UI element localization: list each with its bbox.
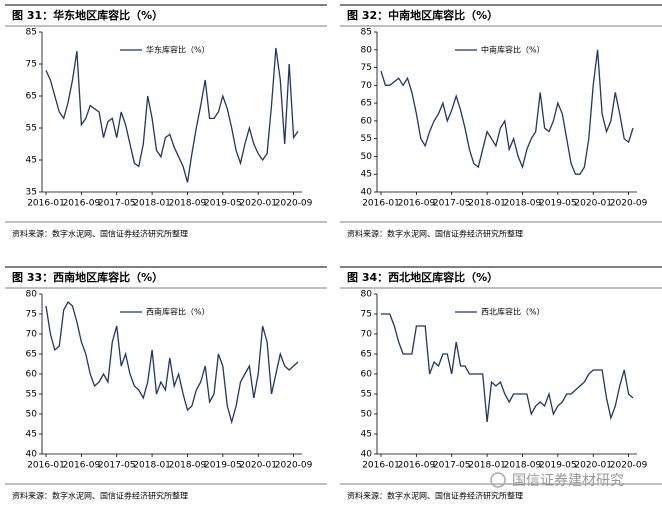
x-tick-label: 2016-01 [27,199,65,209]
x-tick-label: 2020-01 [239,461,277,471]
x-tick-label: 2017-05 [98,461,136,471]
y-tick-label: 40 [361,450,373,460]
figure-title: 图 32：中南地区库容比（%） [347,8,498,22]
y-tick-label: 45 [26,156,37,166]
y-tick-label: 40 [26,450,38,460]
x-tick-label: 2020-01 [574,461,612,471]
x-tick-label: 2017-05 [98,199,136,209]
y-tick-label: 85 [26,28,37,38]
watermark: 国信证券建材研究 [512,473,624,489]
x-tick-label: 2020-09 [610,461,648,471]
x-tick-label: 2019-05 [539,199,577,209]
x-tick-label: 2018-09 [504,199,542,209]
x-tick-label: 2018-01 [133,199,171,209]
y-tick-label: 70 [361,81,373,91]
y-tick-label: 50 [361,410,373,420]
x-tick-label: 2016-09 [63,199,101,209]
x-tick-label: 2017-05 [433,461,471,471]
x-tick-label: 2018-09 [169,461,207,471]
y-tick-label: 80 [361,45,373,55]
y-tick-label: 35 [26,188,37,198]
y-tick-label: 80 [26,290,38,300]
figure-title: 图 31：华东地区库容比（%） [12,8,163,22]
y-tick-label: 75 [361,63,372,73]
y-tick-label: 75 [26,60,37,70]
y-tick-label: 40 [361,188,373,198]
series-line [381,313,634,423]
y-tick-label: 50 [361,152,373,162]
y-tick-label: 60 [26,370,38,380]
x-tick-label: 2016-01 [362,461,400,471]
x-tick-label: 2017-05 [433,199,471,209]
y-tick-label: 65 [26,350,37,360]
x-tick-label: 2018-09 [169,199,207,209]
y-tick-label: 75 [26,310,37,320]
x-tick-label: 2016-09 [63,461,101,471]
y-tick-label: 75 [361,310,372,320]
figure-title: 图 33：西南地区库容比（%） [12,270,163,284]
y-tick-label: 80 [361,290,373,300]
x-tick-label: 2018-09 [504,461,542,471]
y-tick-label: 70 [26,330,38,340]
y-tick-label: 65 [361,350,372,360]
y-tick-label: 65 [361,99,372,109]
x-tick-label: 2018-01 [468,199,506,209]
x-tick-label: 2019-05 [539,461,577,471]
series-line [45,47,299,183]
x-tick-label: 2016-01 [362,199,400,209]
y-tick-label: 45 [26,430,37,440]
x-tick-label: 2016-01 [27,461,65,471]
x-tick-label: 2020-01 [239,199,277,209]
source-note: 资料来源：数字水泥网、国信证券经济研究所整理 [12,491,188,501]
x-tick-label: 2020-09 [275,199,313,209]
y-tick-label: 55 [26,390,37,400]
x-tick-label: 2019-05 [204,199,242,209]
y-tick-label: 55 [361,134,372,144]
y-tick-label: 45 [361,170,372,180]
x-tick-label: 2020-09 [610,199,648,209]
x-tick-label: 2020-01 [574,199,612,209]
source-note: 资料来源：数字水泥网、国信证券经济研究所整理 [347,491,523,501]
y-tick-label: 45 [361,430,372,440]
series-line [45,300,299,425]
y-tick-label: 60 [361,116,373,126]
source-note: 资料来源：数字水泥网、国信证券经济研究所整理 [347,229,523,239]
figure-title: 图 34：西北地区库容比（%） [347,270,498,284]
y-tick-label: 55 [26,124,37,134]
legend-label: 西北库容比（%） [481,307,545,317]
x-tick-label: 2016-09 [398,199,436,209]
series-line [380,49,634,175]
legend-label: 西南库容比（%） [146,307,210,317]
x-tick-label: 2019-05 [204,461,242,471]
y-tick-label: 55 [361,390,372,400]
x-tick-label: 2018-01 [468,461,506,471]
y-tick-label: 50 [26,410,38,420]
y-tick-label: 70 [361,330,373,340]
x-tick-label: 2020-09 [275,461,313,471]
y-tick-label: 65 [26,92,37,102]
source-note: 资料来源：数字水泥网、国信证券经济研究所整理 [12,229,188,239]
legend-label: 华东库容比（%） [146,45,210,55]
x-tick-label: 2018-01 [133,461,171,471]
y-tick-label: 60 [361,370,373,380]
x-tick-label: 2016-09 [398,461,436,471]
watermark-icon [490,472,506,488]
legend-label: 中南库容比（%） [481,45,545,55]
y-tick-label: 85 [361,28,372,38]
